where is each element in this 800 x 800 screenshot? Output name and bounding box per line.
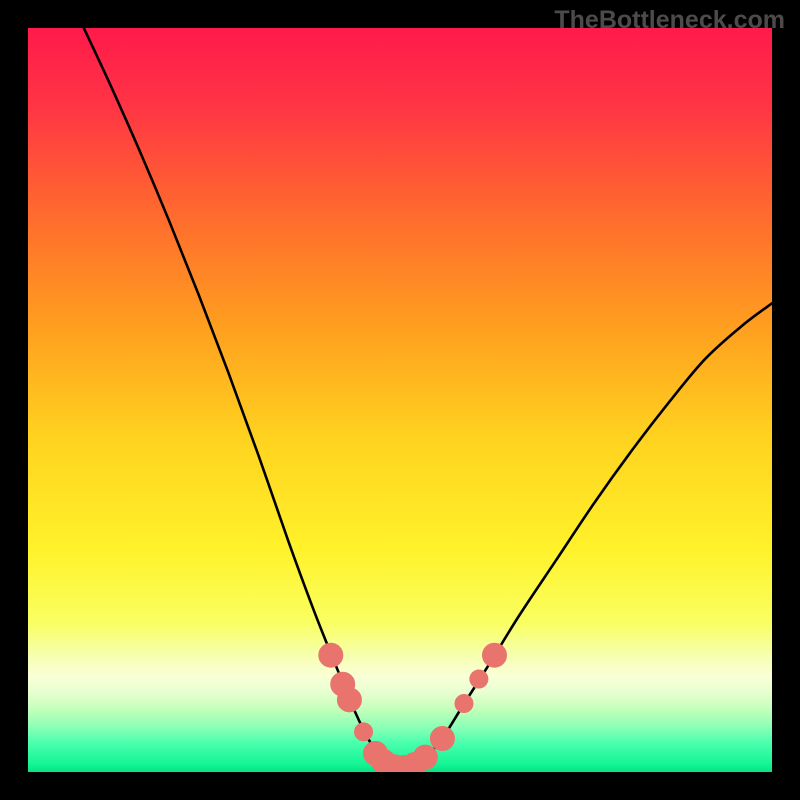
v-curve-line [84,28,772,768]
watermark-text: TheBottleneck.com [554,6,785,35]
marker-point [319,643,343,667]
chart-svg [28,28,772,772]
marker-point [482,643,506,667]
marker-point [455,695,473,713]
chart-outer-frame: { "chart": { "type": "line", "dimensions… [0,0,800,800]
marker-point [430,727,454,751]
marker-point [413,745,437,769]
marker-point [337,688,361,712]
marker-group [319,643,507,772]
marker-point [470,670,488,688]
plot-area [28,28,772,772]
marker-point [355,723,373,741]
